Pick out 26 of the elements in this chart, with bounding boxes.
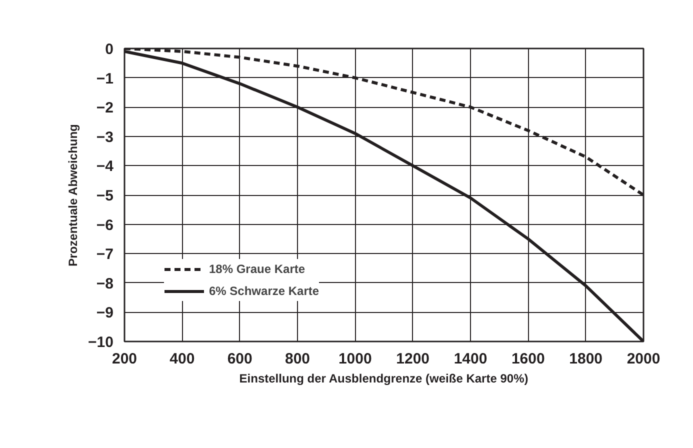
legend-label: 18% Graue Karte	[209, 262, 306, 276]
x-tick-label: 1400	[454, 350, 488, 368]
x-tick-label: 2000	[626, 350, 660, 368]
y-tick-label: −3	[96, 128, 114, 146]
y-tick-label: −4	[96, 158, 114, 176]
x-tick-label: 1000	[338, 350, 372, 368]
legend-label: 6% Schwarze Karte	[209, 284, 320, 298]
y-tick-label: 0	[105, 41, 114, 58]
y-tick-label: −10	[88, 334, 114, 351]
x-tick-label: 1200	[396, 350, 430, 368]
y-tick-label: −6	[96, 216, 114, 234]
x-tick-label: 600	[227, 350, 252, 368]
y-axis-title: Prozentuale Abweichung	[66, 124, 80, 266]
x-tick-label: 1800	[569, 350, 603, 368]
x-axis-title: Einstellung der Ausblendgrenze (weiße Karte 90%)	[239, 372, 528, 386]
y-tick-label: −9	[96, 304, 114, 322]
y-tick-label: −7	[96, 246, 114, 264]
y-tick-label: −2	[96, 100, 114, 117]
x-tick-label: 800	[284, 350, 310, 368]
y-tick-label: −1	[96, 70, 114, 88]
x-tick-label: 200	[112, 350, 138, 368]
y-tick-label: −5	[96, 188, 114, 204]
line-series	[124, 50, 644, 342]
x-tick-label: 400	[170, 350, 195, 368]
y-tick-label: −8	[96, 275, 114, 292]
x-tick-label: 1600	[511, 350, 545, 368]
